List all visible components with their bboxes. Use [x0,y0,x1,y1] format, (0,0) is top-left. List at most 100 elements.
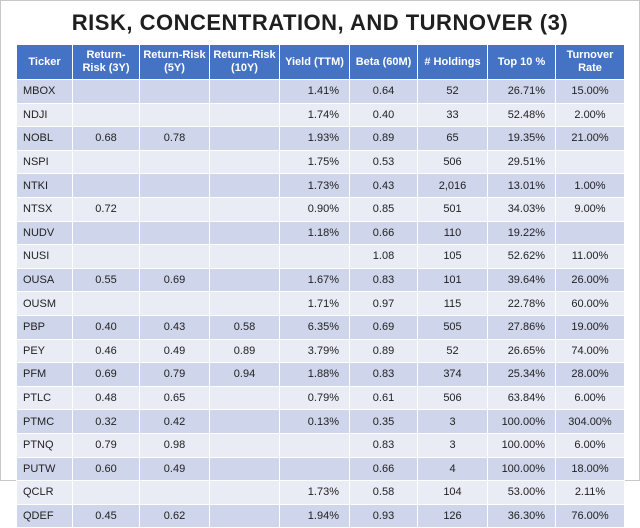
value-cell: 0.90% [279,196,350,222]
value-cell [209,126,280,151]
value-cell: 0.35 [349,409,418,434]
value-cell: 110 [417,220,488,246]
ticker-cell: NDJI [16,102,73,128]
table-row: NUDV 1.18% 0.66 110 19.22% [16,220,625,246]
value-cell: 115 [417,291,488,316]
value-cell: 0.40 [349,102,418,128]
ticker-cell: QDEF [16,503,73,528]
value-cell: 27.86% [487,314,556,340]
value-cell [139,173,210,198]
value-cell: 76.00% [555,503,625,528]
value-cell: 26.65% [487,338,556,364]
value-cell: 0.43 [349,173,418,198]
value-cell [139,79,210,104]
value-cell [209,102,280,128]
value-cell: 2.11% [555,480,625,505]
value-cell: 19.00% [555,314,625,340]
table-row: QDEF 0.45 0.62 1.94% 0.93 126 36.30% 76.00% [16,503,625,528]
value-cell: 22.78% [487,291,556,316]
value-cell: 0.97 [349,291,418,316]
value-cell [72,173,140,198]
value-cell: 36.30% [487,503,556,528]
ticker-cell: NUDV [16,220,73,246]
value-cell [209,244,280,269]
value-cell: 3 [417,409,488,434]
value-cell: 52.62% [487,244,556,269]
value-cell [209,291,280,316]
value-cell: 74.00% [555,338,625,364]
value-cell [139,149,210,175]
value-cell: 33 [417,102,488,128]
value-cell: 100.00% [487,456,556,482]
table-row: PBP 0.40 0.43 0.58 6.35% 0.69 505 27.86% 19.00% [16,314,625,340]
value-cell [209,267,280,293]
ticker-cell: NOBL [16,126,73,151]
value-cell: 52 [417,79,488,104]
value-cell: 501 [417,196,488,222]
value-cell: 18.00% [555,456,625,482]
value-cell: 0.49 [139,456,210,482]
value-cell: 0.93 [349,503,418,528]
value-cell [72,291,140,316]
value-cell: 21.00% [555,126,625,151]
value-cell: 1.74% [279,102,350,128]
value-cell: 1.71% [279,291,350,316]
value-cell [139,244,210,269]
value-cell: 1.73% [279,480,350,505]
table-header-row: Ticker Return-Risk (3Y) Return-Risk (5Y) Re… [16,44,625,80]
value-cell [209,79,280,104]
value-cell: 11.00% [555,244,625,269]
value-cell [555,149,625,175]
value-cell: 28.00% [555,362,625,387]
value-cell: 1.67% [279,267,350,293]
value-cell [139,480,210,505]
value-cell: 0.79 [139,362,210,387]
value-cell: 0.48 [72,385,140,411]
table-row: NTKI 1.73% 0.43 2,016 13.01% 1.00% [16,173,625,198]
value-cell [139,102,210,128]
value-cell [209,173,280,198]
value-cell: 1.08 [349,244,418,269]
ticker-cell: QCLR [16,480,73,505]
value-cell [139,196,210,222]
ticker-cell: OUSA [16,267,73,293]
ticker-cell: MBOX [16,79,73,104]
value-cell [139,220,210,246]
value-cell: 1.88% [279,362,350,387]
ticker-cell: PUTW [16,456,73,482]
value-cell [72,102,140,128]
value-cell: 0.13% [279,409,350,434]
value-cell: 0.43 [139,314,210,340]
value-cell: 374 [417,362,488,387]
value-cell: 4 [417,456,488,482]
value-cell [72,244,140,269]
ticker-cell: OUSM [16,291,73,316]
value-cell [555,220,625,246]
value-cell: 0.61 [349,385,418,411]
value-cell: 52 [417,338,488,364]
value-cell: 26.71% [487,79,556,104]
value-cell [72,149,140,175]
value-cell [279,456,350,482]
value-cell: 1.00% [555,173,625,198]
value-cell: 2,016 [417,173,488,198]
ticker-cell: NTSX [16,196,73,222]
value-cell: 6.00% [555,385,625,411]
value-cell: 6.35% [279,314,350,340]
value-cell: 0.89 [349,126,418,151]
value-cell: 0.94 [209,362,280,387]
value-cell: 0.68 [72,126,140,151]
table-row: PTMC 0.32 0.42 0.13% 0.35 3 100.00% 304.00% [16,409,625,434]
table-row: PTLC 0.48 0.65 0.79% 0.61 506 63.84% 6.00% [16,385,625,411]
value-cell: 9.00% [555,196,625,222]
value-cell: 6.00% [555,432,625,458]
value-cell: 0.32 [72,409,140,434]
value-cell: 0.55 [72,267,140,293]
value-cell [209,385,280,411]
value-cell: 105 [417,244,488,269]
ticker-cell: PEY [16,338,73,364]
table-row: NUSI 1.08 105 52.62% 11.00% [16,244,625,269]
table-row: OUSM 1.71% 0.97 115 22.78% 60.00% [16,291,625,316]
value-cell: 0.78 [139,126,210,151]
value-cell: 0.83 [349,432,418,458]
